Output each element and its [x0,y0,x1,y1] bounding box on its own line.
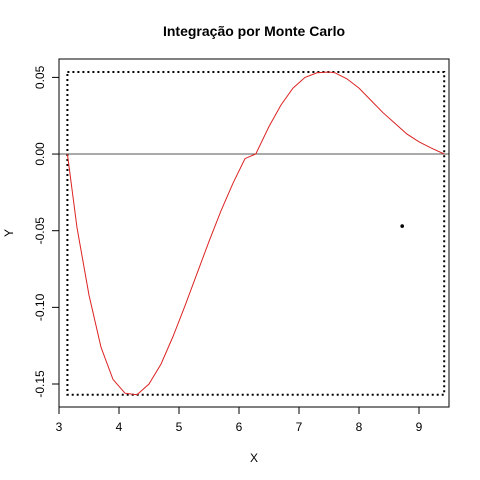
x-tick-label-9: 9 [416,420,423,434]
y-tick-label-0: 0.05 [33,65,47,89]
x-axis: 3 4 5 6 7 8 9 [56,407,423,434]
x-tick-label-7: 7 [296,420,303,434]
y-axis-label: Y [2,229,16,237]
plot-frame [58,58,450,408]
sample-point-0 [400,224,405,228]
y-tick-label-2: -0.05 [33,217,47,245]
function-curve [66,71,445,396]
sample-points [400,224,405,228]
y-tick-label-4: -0.15 [33,370,47,398]
bounding-box-rect [66,71,446,396]
x-tick-label-5: 5 [176,420,183,434]
x-tick-label-4: 4 [116,420,123,434]
x-tick-label-6: 6 [236,420,243,434]
y-tick-label-3: -0.10 [33,293,47,321]
y-tick-label-1: 0.00 [33,142,47,166]
x-tick-label-3: 3 [56,420,63,434]
x-tick-label-8: 8 [356,420,363,434]
x-axis-label: X [250,451,258,465]
monte-carlo-bounding-box [66,71,446,396]
y-axis: 0.05 0.00 -0.05 -0.10 -0.15 [33,65,59,398]
chart-title: Integração por Monte Carlo [163,23,345,39]
series-line-0 [66,71,445,396]
